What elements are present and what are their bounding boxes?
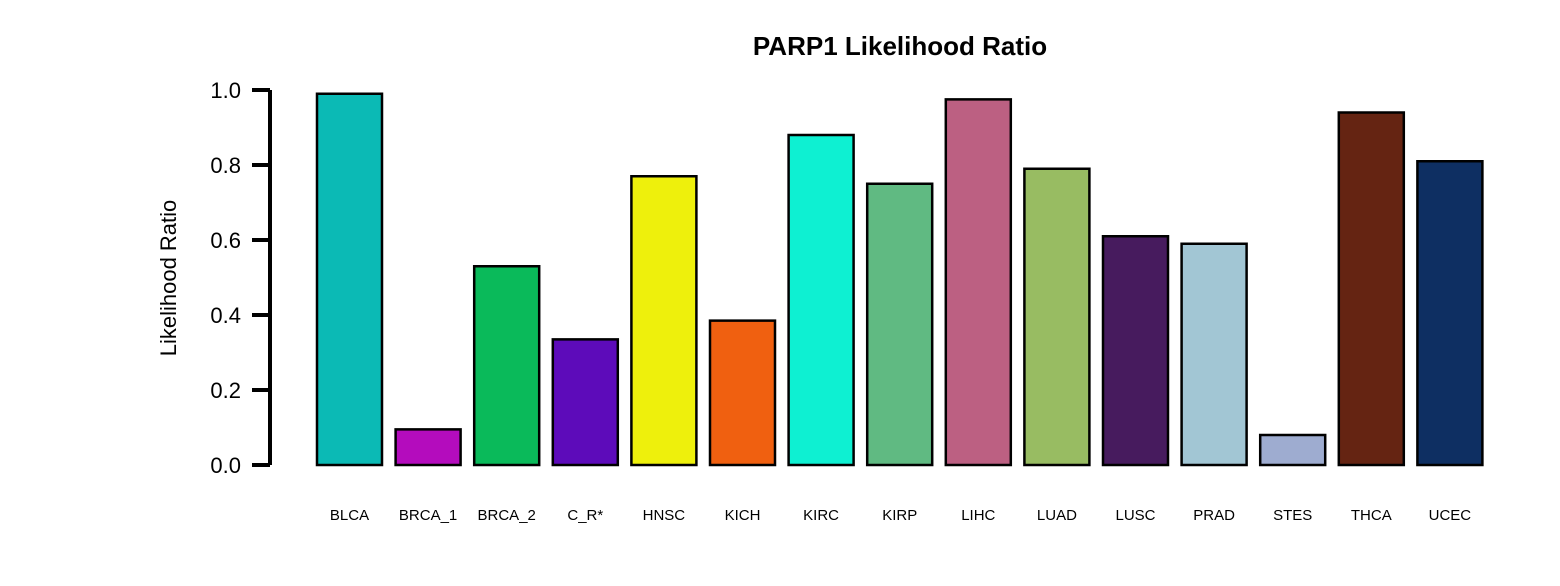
x-tick-label: KIRC — [803, 507, 839, 524]
y-tick-label: 0.4 — [210, 303, 241, 328]
y-axis-label: Likelihood Ratio — [156, 200, 181, 357]
x-tick-label: STES — [1273, 507, 1312, 524]
bar-lusc — [1101, 235, 1170, 467]
chart-title: PARP1 Likelihood Ratio — [753, 31, 1047, 61]
bar-lihc — [944, 98, 1013, 467]
x-tick-label: PRAD — [1193, 507, 1235, 524]
y-tick-label: 0.0 — [210, 453, 241, 478]
y-tick-label: 0.2 — [210, 378, 241, 403]
x-tick-label: UCEC — [1429, 507, 1472, 524]
bar-ucec — [1416, 160, 1484, 467]
bar-thca — [1337, 111, 1406, 467]
x-tick-label: BRCA_2 — [478, 507, 536, 524]
bars-group — [315, 92, 1484, 467]
bar-prad — [1180, 242, 1248, 467]
x-tick-label: THCA — [1351, 507, 1392, 524]
bar-brca-1 — [394, 428, 462, 467]
bar-kirp — [865, 182, 934, 467]
x-tick-label: LUSC — [1115, 507, 1155, 524]
bar-hnsc — [630, 175, 698, 467]
x-tick-label: LUAD — [1037, 507, 1077, 524]
bar-luad — [1023, 167, 1091, 467]
y-tick-label: 0.6 — [210, 228, 241, 253]
x-tick-labels: BLCA BRCA_1 BRCA_2 C_R* HNSC KICH KIRC KIRP LIHC… — [330, 507, 1471, 524]
bar-kich — [708, 319, 777, 467]
x-tick-label: LIHC — [961, 507, 995, 524]
bar-brca-2 — [472, 265, 541, 467]
bar-c-r — [551, 338, 620, 467]
x-tick-label: BRCA_1 — [399, 507, 457, 524]
bar-stes — [1258, 433, 1327, 467]
x-tick-label: BLCA — [330, 507, 369, 524]
y-axis: 0.0 0.2 0.4 0.6 0.8 1.0 — [210, 78, 272, 478]
bar-kirc — [787, 133, 855, 467]
x-tick-label: KICH — [725, 507, 761, 524]
x-tick-label: HNSC — [643, 507, 686, 524]
x-tick-label: C_R* — [567, 507, 603, 524]
y-tick-label: 1.0 — [210, 78, 241, 103]
x-tick-label: KIRP — [882, 507, 917, 524]
y-tick-label: 0.8 — [210, 153, 241, 178]
bar-blca — [315, 92, 384, 467]
